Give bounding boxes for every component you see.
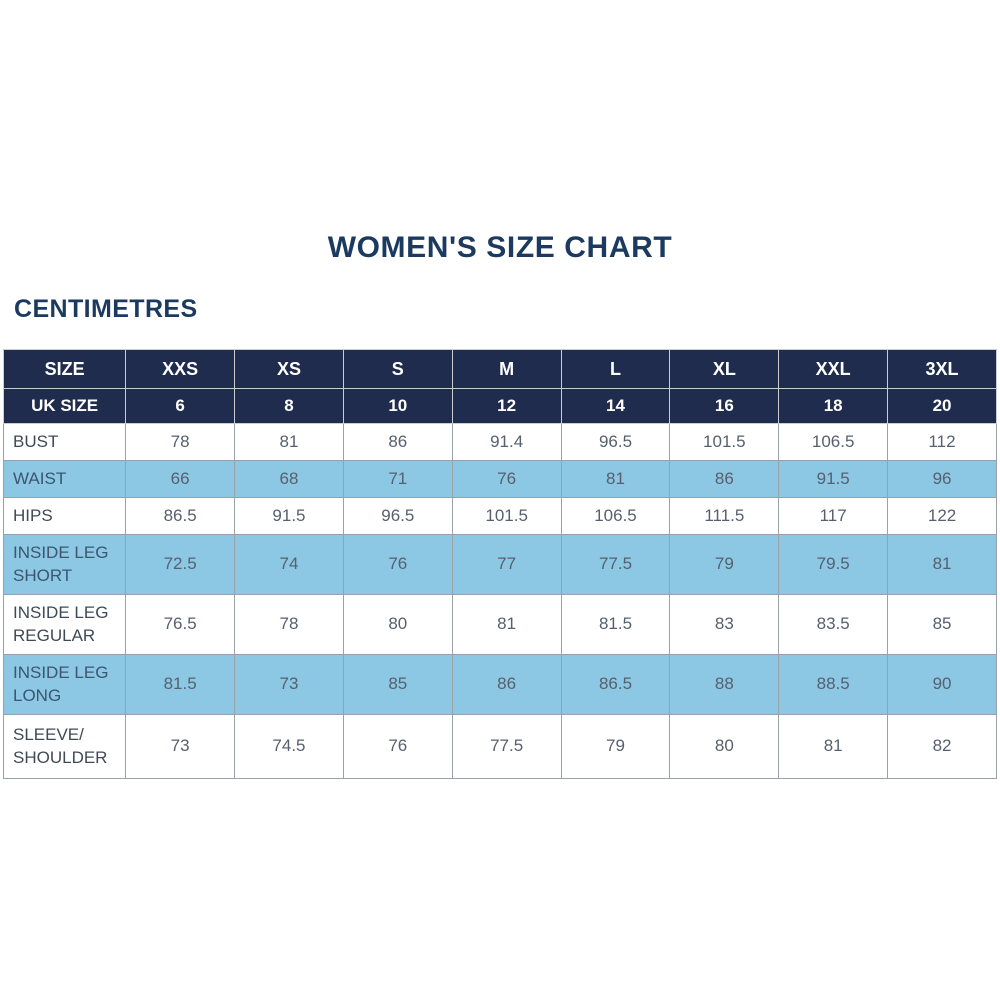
uk-size-value: 20 xyxy=(887,388,997,424)
value-cell: 81.5 xyxy=(125,654,236,715)
value-cell: 77.5 xyxy=(560,534,671,595)
size-column-header: M xyxy=(451,349,562,389)
table-row: INSIDE LEG SHORT 72.5 74 76 77 77.5 79 79.5 81 xyxy=(2,534,997,595)
value-cell: 81.5 xyxy=(560,594,671,655)
value-cell: 73 xyxy=(125,714,236,779)
row-label: SLEEVE/ SHOULDER xyxy=(2,714,127,779)
size-column-header: XXS xyxy=(125,349,236,389)
value-cell: 86 xyxy=(451,654,562,715)
value-cell: 81 xyxy=(887,534,997,595)
uk-size-row: UK SIZE 6 8 10 12 14 16 18 20 xyxy=(2,388,997,424)
value-cell: 91.5 xyxy=(234,497,344,535)
value-cell: 85 xyxy=(342,654,453,715)
value-cell: 122 xyxy=(887,497,997,535)
value-cell: 71 xyxy=(342,460,453,498)
value-cell: 66 xyxy=(125,460,236,498)
value-cell: 82 xyxy=(887,714,997,779)
uk-size-value: 10 xyxy=(342,388,453,424)
value-cell: 74.5 xyxy=(234,714,344,779)
value-cell: 111.5 xyxy=(669,497,780,535)
value-cell: 80 xyxy=(669,714,780,779)
value-cell: 77 xyxy=(451,534,562,595)
page-title: WOMEN'S SIZE CHART xyxy=(327,231,673,264)
uk-size-value: 12 xyxy=(451,388,562,424)
unit-label: CENTIMETRES xyxy=(14,295,198,323)
value-cell: 79 xyxy=(560,714,671,779)
value-cell: 101.5 xyxy=(669,423,780,461)
uk-size-label: UK SIZE xyxy=(2,388,127,424)
value-cell: 79.5 xyxy=(778,534,889,595)
uk-size-value: 8 xyxy=(234,388,344,424)
uk-size-value: 14 xyxy=(560,388,671,424)
value-cell: 77.5 xyxy=(451,714,562,779)
value-cell: 78 xyxy=(125,423,236,461)
value-cell: 81 xyxy=(451,594,562,655)
table-row: BUST 78 81 86 91.4 96.5 101.5 106.5 112 xyxy=(2,423,997,461)
value-cell: 88.5 xyxy=(778,654,889,715)
value-cell: 76 xyxy=(342,534,453,595)
value-cell: 81 xyxy=(778,714,889,779)
value-cell: 76.5 xyxy=(125,594,236,655)
value-cell: 106.5 xyxy=(778,423,889,461)
value-cell: 117 xyxy=(778,497,889,535)
value-cell: 88 xyxy=(669,654,780,715)
row-label: HIPS xyxy=(2,497,127,535)
value-cell: 80 xyxy=(342,594,453,655)
uk-size-value: 16 xyxy=(669,388,780,424)
table-body: BUST 78 81 86 91.4 96.5 101.5 106.5 112 WAIST 66 68… xyxy=(2,423,997,779)
value-cell: 78 xyxy=(234,594,344,655)
value-cell: 91.4 xyxy=(451,423,562,461)
value-cell: 86.5 xyxy=(560,654,671,715)
row-label: BUST xyxy=(2,423,127,461)
value-cell: 96.5 xyxy=(342,497,453,535)
table-row: HIPS 86.5 91.5 96.5 101.5 106.5 111.5 117 122 xyxy=(2,497,997,535)
table-row: INSIDE LEG REGULAR 76.5 78 80 81 81.5 83 83.5 85 xyxy=(2,594,997,655)
value-cell: 112 xyxy=(887,423,997,461)
row-label: INSIDE LEG LONG xyxy=(2,654,127,715)
size-column-header: XS xyxy=(234,349,344,389)
value-cell: 81 xyxy=(234,423,344,461)
size-column-header: XL xyxy=(669,349,780,389)
value-cell: 91.5 xyxy=(778,460,889,498)
table-row: INSIDE LEG LONG 81.5 73 85 86 86.5 88 88.5 90 xyxy=(2,654,997,715)
uk-size-value: 6 xyxy=(125,388,236,424)
value-cell: 106.5 xyxy=(560,497,671,535)
value-cell: 86 xyxy=(342,423,453,461)
value-cell: 83 xyxy=(669,594,780,655)
value-cell: 83.5 xyxy=(778,594,889,655)
value-cell: 73 xyxy=(234,654,344,715)
uk-size-value: 18 xyxy=(778,388,889,424)
size-column-header: XXL xyxy=(778,349,889,389)
value-cell: 96 xyxy=(887,460,997,498)
row-label: INSIDE LEG SHORT xyxy=(2,534,127,595)
size-column-header: L xyxy=(560,349,671,389)
row-label: INSIDE LEG REGULAR xyxy=(2,594,127,655)
size-column-header: S xyxy=(342,349,453,389)
size-chart-table: SIZE XXS XS S M L XL XXL 3XL UK SIZE 6 8 10 12 14 16 18 2… xyxy=(2,349,997,779)
size-row: SIZE XXS XS S M L XL XXL 3XL xyxy=(2,349,997,389)
value-cell: 90 xyxy=(887,654,997,715)
row-label: WAIST xyxy=(2,460,127,498)
value-cell: 86.5 xyxy=(125,497,236,535)
value-cell: 76 xyxy=(451,460,562,498)
value-cell: 85 xyxy=(887,594,997,655)
value-cell: 86 xyxy=(669,460,780,498)
size-header-label: SIZE xyxy=(2,349,127,389)
value-cell: 96.5 xyxy=(560,423,671,461)
value-cell: 101.5 xyxy=(451,497,562,535)
value-cell: 68 xyxy=(234,460,344,498)
table-header: SIZE XXS XS S M L XL XXL 3XL UK SIZE 6 8 10 12 14 16 18 2… xyxy=(2,349,997,424)
value-cell: 76 xyxy=(342,714,453,779)
value-cell: 74 xyxy=(234,534,344,595)
value-cell: 72.5 xyxy=(125,534,236,595)
value-cell: 79 xyxy=(669,534,780,595)
size-column-header: 3XL xyxy=(887,349,997,389)
value-cell: 81 xyxy=(560,460,671,498)
table-row: WAIST 66 68 71 76 81 86 91.5 96 xyxy=(2,460,997,498)
table-row: SLEEVE/ SHOULDER 73 74.5 76 77.5 79 80 81 82 xyxy=(2,714,997,779)
